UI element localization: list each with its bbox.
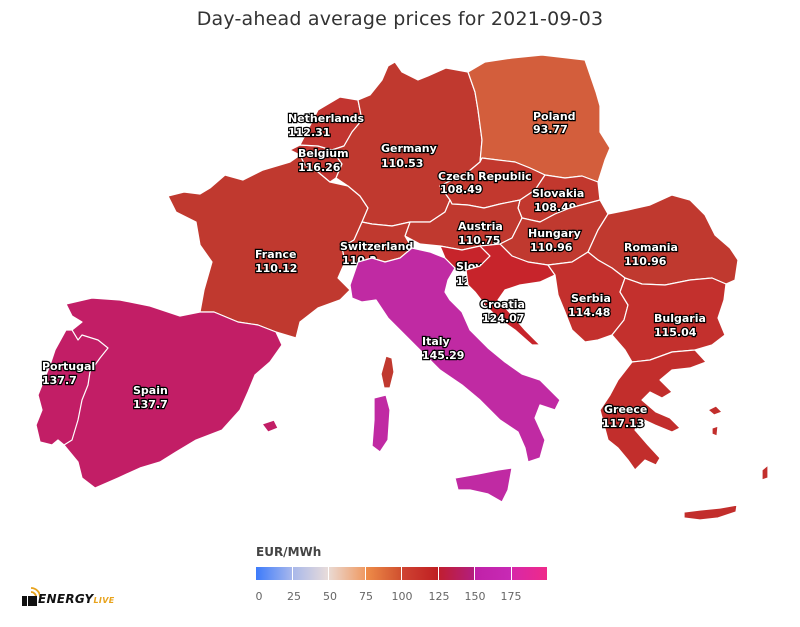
- country-spain[interactable]: Spain 137.7: [63, 297, 283, 489]
- label-hungary-name: Hungary: [528, 227, 581, 240]
- portugal-shape[interactable]: [35, 329, 109, 446]
- label-portugal-value: 137.7: [42, 374, 77, 387]
- country-greece[interactable]: Greece 117.13: [599, 349, 769, 521]
- croatia-shape[interactable]: [465, 243, 556, 346]
- label-greece-name: Greece: [604, 403, 647, 416]
- logo-text: ENERGYLIVE: [38, 592, 114, 606]
- country-romania[interactable]: Romania 110.96: [587, 194, 739, 286]
- energylive-logo: ENERGYLIVE: [22, 586, 114, 610]
- chart-title: Day-ahead average prices for 2021-09-03: [196, 8, 604, 30]
- label-netherlands-value: 112.31: [288, 126, 330, 139]
- label-bulgaria-value: 115.04: [654, 326, 697, 339]
- spain-shape[interactable]: [63, 297, 283, 489]
- country-serbia[interactable]: Serbia 114.48: [547, 251, 629, 343]
- legend-tick-150: 150: [464, 590, 486, 603]
- country-portugal[interactable]: Portugal 137.7: [35, 329, 109, 446]
- label-slovakia-name: Slovakia: [532, 187, 584, 200]
- label-czech-value: 108.49: [440, 183, 482, 196]
- legend-tick-100: 100: [391, 590, 413, 603]
- country-italy[interactable]: Italy 145.29: [349, 247, 561, 503]
- legend-title: EUR/MWh: [256, 545, 322, 559]
- legend-tick-25: 25: [287, 590, 301, 603]
- label-spain-name: Spain: [133, 384, 168, 397]
- sicily-shape[interactable]: [454, 467, 513, 503]
- label-italy-name: Italy: [422, 335, 450, 348]
- legend-segment-50-75[interactable]: [329, 567, 366, 580]
- france-shape[interactable]: [167, 154, 369, 339]
- legend-segment-125-150[interactable]: [438, 567, 475, 580]
- corsica-shape[interactable]: [380, 355, 395, 389]
- legend-ticks: 0 25 50 75 100 125 150 175: [256, 590, 586, 606]
- greek-island-1[interactable]: [707, 405, 723, 416]
- label-greece-value: 117.13: [602, 417, 644, 430]
- greek-island-3[interactable]: [711, 425, 719, 437]
- label-belgium-name: Belgium: [298, 147, 349, 160]
- label-poland-name: Poland: [533, 110, 576, 123]
- crete-shape[interactable]: [683, 504, 738, 521]
- logo-brand: ENERGY: [38, 592, 94, 606]
- legend-segment-25-50[interactable]: [292, 567, 329, 580]
- label-serbia-name: Serbia: [571, 292, 611, 305]
- label-bulgaria-name: Bulgaria: [654, 312, 706, 325]
- logo-suffix: LIVE: [93, 596, 115, 605]
- bulgaria-shape[interactable]: [611, 277, 727, 363]
- label-spain-value: 137.7: [133, 398, 168, 411]
- label-hungary-value: 110.96: [530, 241, 573, 254]
- country-germany[interactable]: Germany 110.53: [331, 61, 483, 227]
- label-france-value: 110.12: [255, 262, 297, 275]
- signal-icon: [22, 587, 40, 606]
- balearic-shape[interactable]: [261, 419, 279, 433]
- label-romania-name: Romania: [624, 241, 678, 254]
- country-austria[interactable]: Austria 110.75: [404, 199, 523, 251]
- label-romania-value: 110.96: [624, 255, 667, 268]
- label-austria-value: 110.75: [458, 234, 500, 247]
- legend-tick-175: 175: [500, 590, 522, 603]
- label-netherlands-name: Netherlands: [288, 112, 365, 125]
- label-poland-value: 93.77: [533, 123, 568, 136]
- label-switzerland-name: Switzerland: [340, 240, 413, 253]
- legend-segment-75-100[interactable]: [365, 567, 402, 580]
- legend-tick-75: 75: [359, 590, 373, 603]
- country-croatia[interactable]: Croatia 124.07: [465, 243, 556, 346]
- label-austria-name: Austria: [458, 220, 503, 233]
- legend-tick-50: 50: [323, 590, 337, 603]
- color-legend-bar[interactable]: [256, 567, 547, 580]
- greece-mainland-shape[interactable]: [599, 349, 707, 471]
- legend-tick-125: 125: [428, 590, 450, 603]
- label-germany-value: 110.53: [381, 157, 423, 170]
- greek-island-2[interactable]: [761, 464, 769, 481]
- label-portugal-name: Portugal: [42, 360, 95, 373]
- label-serbia-value: 114.48: [568, 306, 610, 319]
- label-croatia-value: 124.07: [482, 312, 524, 325]
- country-bulgaria[interactable]: Bulgaria 115.04: [611, 277, 727, 363]
- label-france-name: France: [255, 248, 296, 261]
- country-france[interactable]: France 110.12: [167, 154, 395, 389]
- legend-segment-100-125[interactable]: [402, 567, 439, 580]
- sardinia-shape[interactable]: [371, 394, 391, 453]
- country-hungary[interactable]: Hungary 110.96: [499, 199, 609, 266]
- label-italy-value: 145.29: [422, 349, 464, 362]
- label-czech-name: Czech Republic: [438, 170, 532, 183]
- label-croatia-name: Croatia: [480, 298, 525, 311]
- country-poland[interactable]: Poland 93.77: [467, 54, 611, 183]
- legend-segment-0-25[interactable]: [256, 567, 293, 580]
- label-germany-name: Germany: [381, 142, 437, 155]
- legend-tick-0: 0: [255, 590, 263, 603]
- country-slovakia[interactable]: Slovakia 108.49: [517, 174, 601, 223]
- legend-segment-150-175[interactable]: [475, 567, 512, 580]
- label-belgium-value: 116.26: [298, 161, 341, 174]
- legend-segment-175-200[interactable]: [511, 567, 547, 580]
